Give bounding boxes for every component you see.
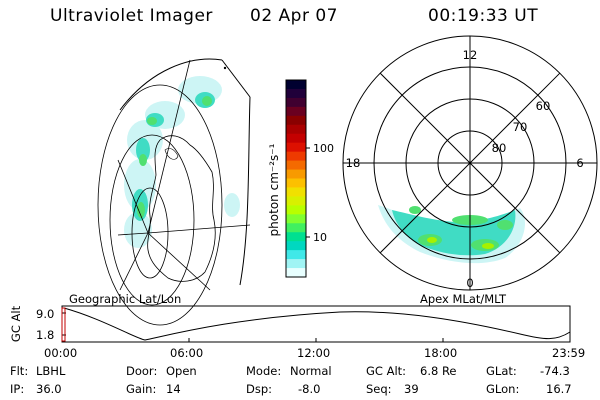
colorbar-band xyxy=(286,88,306,99)
colorbar-band xyxy=(286,187,306,197)
status-gcalt-value: 6.8 Re xyxy=(420,364,457,378)
mlt-label-18: 18 xyxy=(346,156,361,170)
status-glat-label: GLat: xyxy=(486,364,517,378)
gc-alt-ytick-9: 9.0 xyxy=(36,307,55,321)
colorbar-band xyxy=(286,205,306,215)
colorbar-band xyxy=(286,160,306,171)
gc-alt-xtick-2359: 23:59 xyxy=(552,346,586,360)
colorbar-band xyxy=(286,214,306,224)
status-seq-label: Seq: xyxy=(366,382,392,396)
status-door-label: Door: xyxy=(126,364,158,378)
instrument-title: Ultraviolet Imager xyxy=(50,6,213,26)
status-mode-value: Normal xyxy=(290,364,332,378)
colorbar-band xyxy=(286,178,306,189)
gc-alt-xtick-1200: 12:00 xyxy=(297,346,331,360)
status-glon-value: 16.7 xyxy=(546,382,572,396)
status-mode-label: Mode: xyxy=(246,364,282,378)
status-dsp-label: Dsp: xyxy=(246,382,273,396)
colorbar-band xyxy=(286,97,306,108)
status-ip-label: IP: xyxy=(10,382,25,396)
colorbar-band xyxy=(286,80,306,90)
colorbar-band xyxy=(286,232,306,242)
gc-alt-xtick-0000: 00:00 xyxy=(44,346,78,360)
colorbar-label: photon cm⁻²s⁻¹ xyxy=(267,143,281,236)
status-door-value: Open xyxy=(166,364,197,378)
colorbar-band xyxy=(286,241,306,251)
status-dsp-value: -8.0 xyxy=(298,382,321,396)
status-gain-label: Gain: xyxy=(126,382,157,396)
colorbar-band xyxy=(286,250,306,260)
status-flt-value: LBHL xyxy=(36,364,66,378)
colorbar-tick-100: 100 xyxy=(313,142,334,155)
colorbar: 100 10 photon cm⁻²s⁻¹ xyxy=(267,79,334,278)
colorbar-band xyxy=(286,142,306,153)
mlt-label-6: 6 xyxy=(576,156,583,170)
colorbar-band xyxy=(286,115,306,126)
colorbar-band xyxy=(286,223,306,233)
colorbar-gradient xyxy=(286,80,306,278)
colorbar-band xyxy=(286,169,306,180)
current-time-marker xyxy=(61,307,66,342)
left-map-title: Geographic Lat/Lon xyxy=(69,292,182,306)
colorbar-band xyxy=(286,268,306,278)
polar-aurora-emission xyxy=(378,205,525,264)
gc-alt-axis-label: GC Alt xyxy=(9,305,23,342)
status-gain-value: 14 xyxy=(166,382,181,396)
colorbar-band xyxy=(286,133,306,144)
status-glat-value: -74.3 xyxy=(540,364,570,378)
time-label: 00:19:33 UT xyxy=(428,6,539,26)
colorbar-band xyxy=(286,151,306,162)
left-aurora-emission xyxy=(124,76,240,248)
colorbar-band xyxy=(286,196,306,206)
status-ip-value: 36.0 xyxy=(36,382,62,396)
lat-label-70: 70 xyxy=(513,120,528,134)
lat-label-80: 80 xyxy=(492,141,507,155)
mlt-label-0: 0 xyxy=(466,276,473,290)
gc-alt-ytick-1-8: 1.8 xyxy=(36,328,55,342)
status-glon-label: GLon: xyxy=(486,382,520,396)
date-label: 02 Apr 07 xyxy=(250,6,338,26)
geographic-map xyxy=(97,58,251,326)
mlt-label-12: 12 xyxy=(463,48,478,62)
colorbar-tick-10: 10 xyxy=(313,231,327,244)
status-gcalt-label: GC Alt: xyxy=(366,364,407,378)
status-flt-label: Flt: xyxy=(10,364,29,378)
colorbar-band xyxy=(286,106,306,117)
polar-map: 12 18 6 0 60 70 80 xyxy=(342,35,598,291)
colorbar-band xyxy=(286,259,306,269)
lat-label-60: 60 xyxy=(536,99,551,113)
colorbar-band xyxy=(286,124,306,135)
right-map-title: Apex MLat/MLT xyxy=(420,292,507,306)
gc-alt-xtick-0600: 06:00 xyxy=(170,346,204,360)
status-seq-value: 39 xyxy=(404,382,419,396)
gc-alt-xtick-1800: 18:00 xyxy=(424,346,458,360)
gc-alt-plot: GC Alt xyxy=(9,305,571,343)
